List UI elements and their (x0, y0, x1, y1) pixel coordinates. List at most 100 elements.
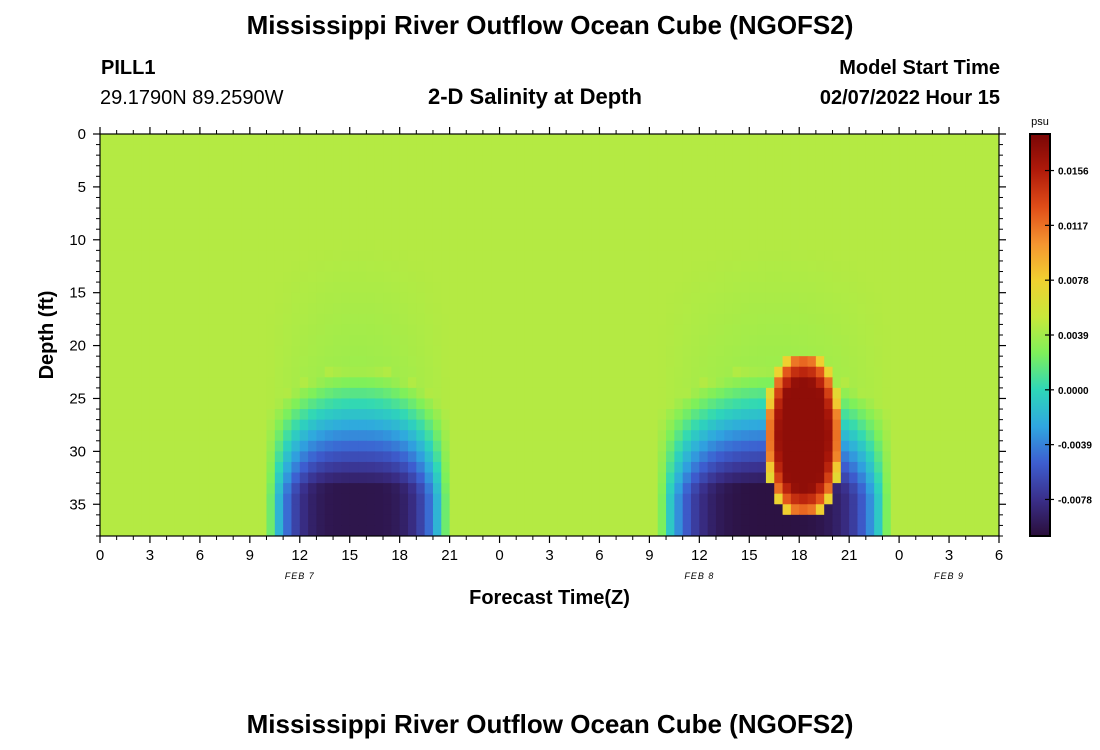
heatmap-cell (691, 335, 700, 347)
heatmap-cell (599, 313, 609, 326)
heatmap-cell (591, 356, 601, 368)
heatmap-cell (932, 303, 942, 315)
heatmap-cell (349, 324, 359, 336)
heatmap-cell (208, 525, 218, 536)
heatmap-cell (632, 472, 642, 484)
heatmap-cell (474, 155, 484, 167)
heatmap-cell (691, 493, 700, 505)
heatmap-cell (324, 440, 334, 452)
heatmap-cell (532, 504, 542, 516)
heatmap-cell (216, 356, 226, 368)
heatmap-cell (316, 250, 326, 262)
heatmap-cell (183, 451, 193, 463)
heatmap-cell (566, 409, 576, 421)
heatmap-cell (149, 398, 159, 410)
heatmap-cell (291, 313, 301, 326)
colorbar-tick-label: 0.0000 (1058, 386, 1089, 397)
heatmap-cell (216, 398, 226, 410)
heatmap-cell (216, 186, 226, 199)
heatmap-cell (441, 345, 451, 357)
heatmap-cell (765, 345, 775, 357)
heatmap-cell (233, 335, 243, 347)
heatmap-cell (616, 208, 626, 220)
heatmap-cell (949, 229, 958, 241)
heatmap-cell (799, 472, 809, 484)
heatmap-cell (208, 451, 218, 463)
heatmap-cell (516, 345, 526, 357)
heatmap-cell (666, 218, 675, 230)
heatmap-cell (391, 239, 401, 251)
heatmap-cell (507, 324, 517, 336)
heatmap-cell (208, 419, 218, 431)
heatmap-cell (924, 345, 933, 357)
heatmap-cell (208, 345, 218, 357)
heatmap-cell (949, 186, 958, 199)
heatmap-cell (183, 419, 193, 431)
heatmap-cell (108, 398, 118, 410)
heatmap-cell (432, 176, 442, 188)
heatmap-cell (566, 440, 576, 452)
heatmap-cell (582, 186, 592, 199)
heatmap-cell (749, 260, 759, 273)
heatmap-cell (208, 356, 218, 368)
heatmap-cell (707, 134, 717, 146)
heatmap-cell (457, 472, 467, 484)
heatmap-cell (274, 144, 284, 156)
heatmap-cell (333, 387, 342, 400)
heatmap-cell (299, 461, 309, 474)
heatmap-cell (774, 250, 784, 262)
heatmap-cell (974, 366, 983, 378)
heatmap-cell (982, 282, 992, 294)
heatmap-cell (374, 229, 384, 241)
heatmap-cell (874, 208, 884, 220)
heatmap-cell (499, 430, 509, 442)
heatmap-cell (241, 303, 251, 315)
heatmap-cell (790, 303, 800, 315)
heatmap-cell (990, 387, 999, 400)
heatmap-cell (449, 514, 459, 527)
heatmap-cell (174, 504, 184, 516)
heatmap-cell (366, 377, 376, 389)
heatmap-cell (965, 366, 975, 378)
heatmap-cell (974, 165, 983, 177)
heatmap-cell (949, 292, 958, 304)
heatmap-cell (632, 239, 642, 251)
heatmap-cell (624, 229, 634, 241)
heatmap-cell (507, 483, 517, 495)
heatmap-cell (333, 208, 342, 220)
heatmap-cell (591, 461, 601, 474)
heatmap-cell (457, 239, 467, 251)
heatmap-cell (432, 366, 442, 378)
heatmap-cell (940, 440, 950, 452)
heatmap-cell (308, 387, 318, 400)
heatmap-cell (899, 409, 909, 421)
heatmap-cell (582, 271, 592, 283)
heatmap-cell (133, 366, 143, 378)
heatmap-cell (391, 419, 401, 431)
heatmap-cell (790, 239, 800, 251)
x-axis-title: Forecast Time(Z) (469, 587, 630, 609)
heatmap-cell (391, 260, 401, 273)
heatmap-cell (899, 440, 909, 452)
heatmap-cell (815, 260, 825, 273)
heatmap-cell (524, 514, 534, 527)
heatmap-cell (100, 377, 109, 389)
heatmap-cell (724, 345, 734, 357)
heatmap-cell (224, 218, 234, 230)
heatmap-cell (840, 525, 850, 536)
heatmap-cell (982, 239, 992, 251)
heatmap-cell (907, 208, 917, 220)
heatmap-cell (782, 345, 792, 357)
heatmap-cell (333, 303, 342, 315)
heatmap-cell (208, 504, 218, 516)
heatmap-cell (532, 419, 542, 431)
heatmap-cell (133, 419, 143, 431)
heatmap-cell (141, 514, 151, 527)
heatmap-cell (582, 356, 592, 368)
heatmap-cell (516, 461, 526, 474)
heatmap-cell (641, 472, 650, 484)
heatmap-cell (208, 186, 218, 199)
heatmap-cell (990, 419, 999, 431)
heatmap-cell (174, 208, 184, 220)
heatmap-cell (524, 483, 534, 495)
